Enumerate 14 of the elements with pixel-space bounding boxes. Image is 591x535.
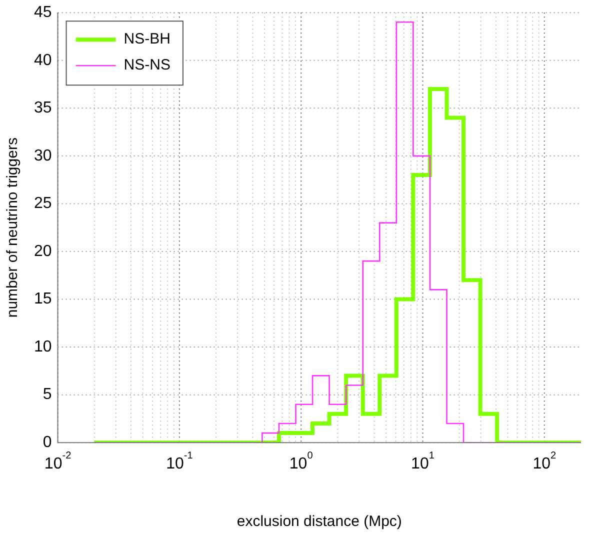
x-axis-title: exclusion distance (Mpc)	[236, 513, 402, 530]
y-tick-label: 35	[34, 100, 52, 117]
y-tick-label: 45	[34, 4, 52, 22]
y-tick-label: 5	[42, 386, 52, 404]
y-tick-label: 15	[34, 290, 52, 308]
legend-label: NS-BH	[124, 30, 170, 48]
y-tick-label: 40	[34, 52, 52, 69]
legend-label: NS-NS	[124, 56, 170, 74]
y-tick-label: 30	[34, 147, 52, 164]
y-tick-label: 20	[34, 242, 52, 260]
y-tick-label: 10	[34, 338, 52, 356]
y-axis-title: number of neutrino triggers	[4, 138, 22, 318]
y-tick-label: 0	[42, 434, 52, 452]
y-tick-label: 25	[34, 195, 52, 212]
